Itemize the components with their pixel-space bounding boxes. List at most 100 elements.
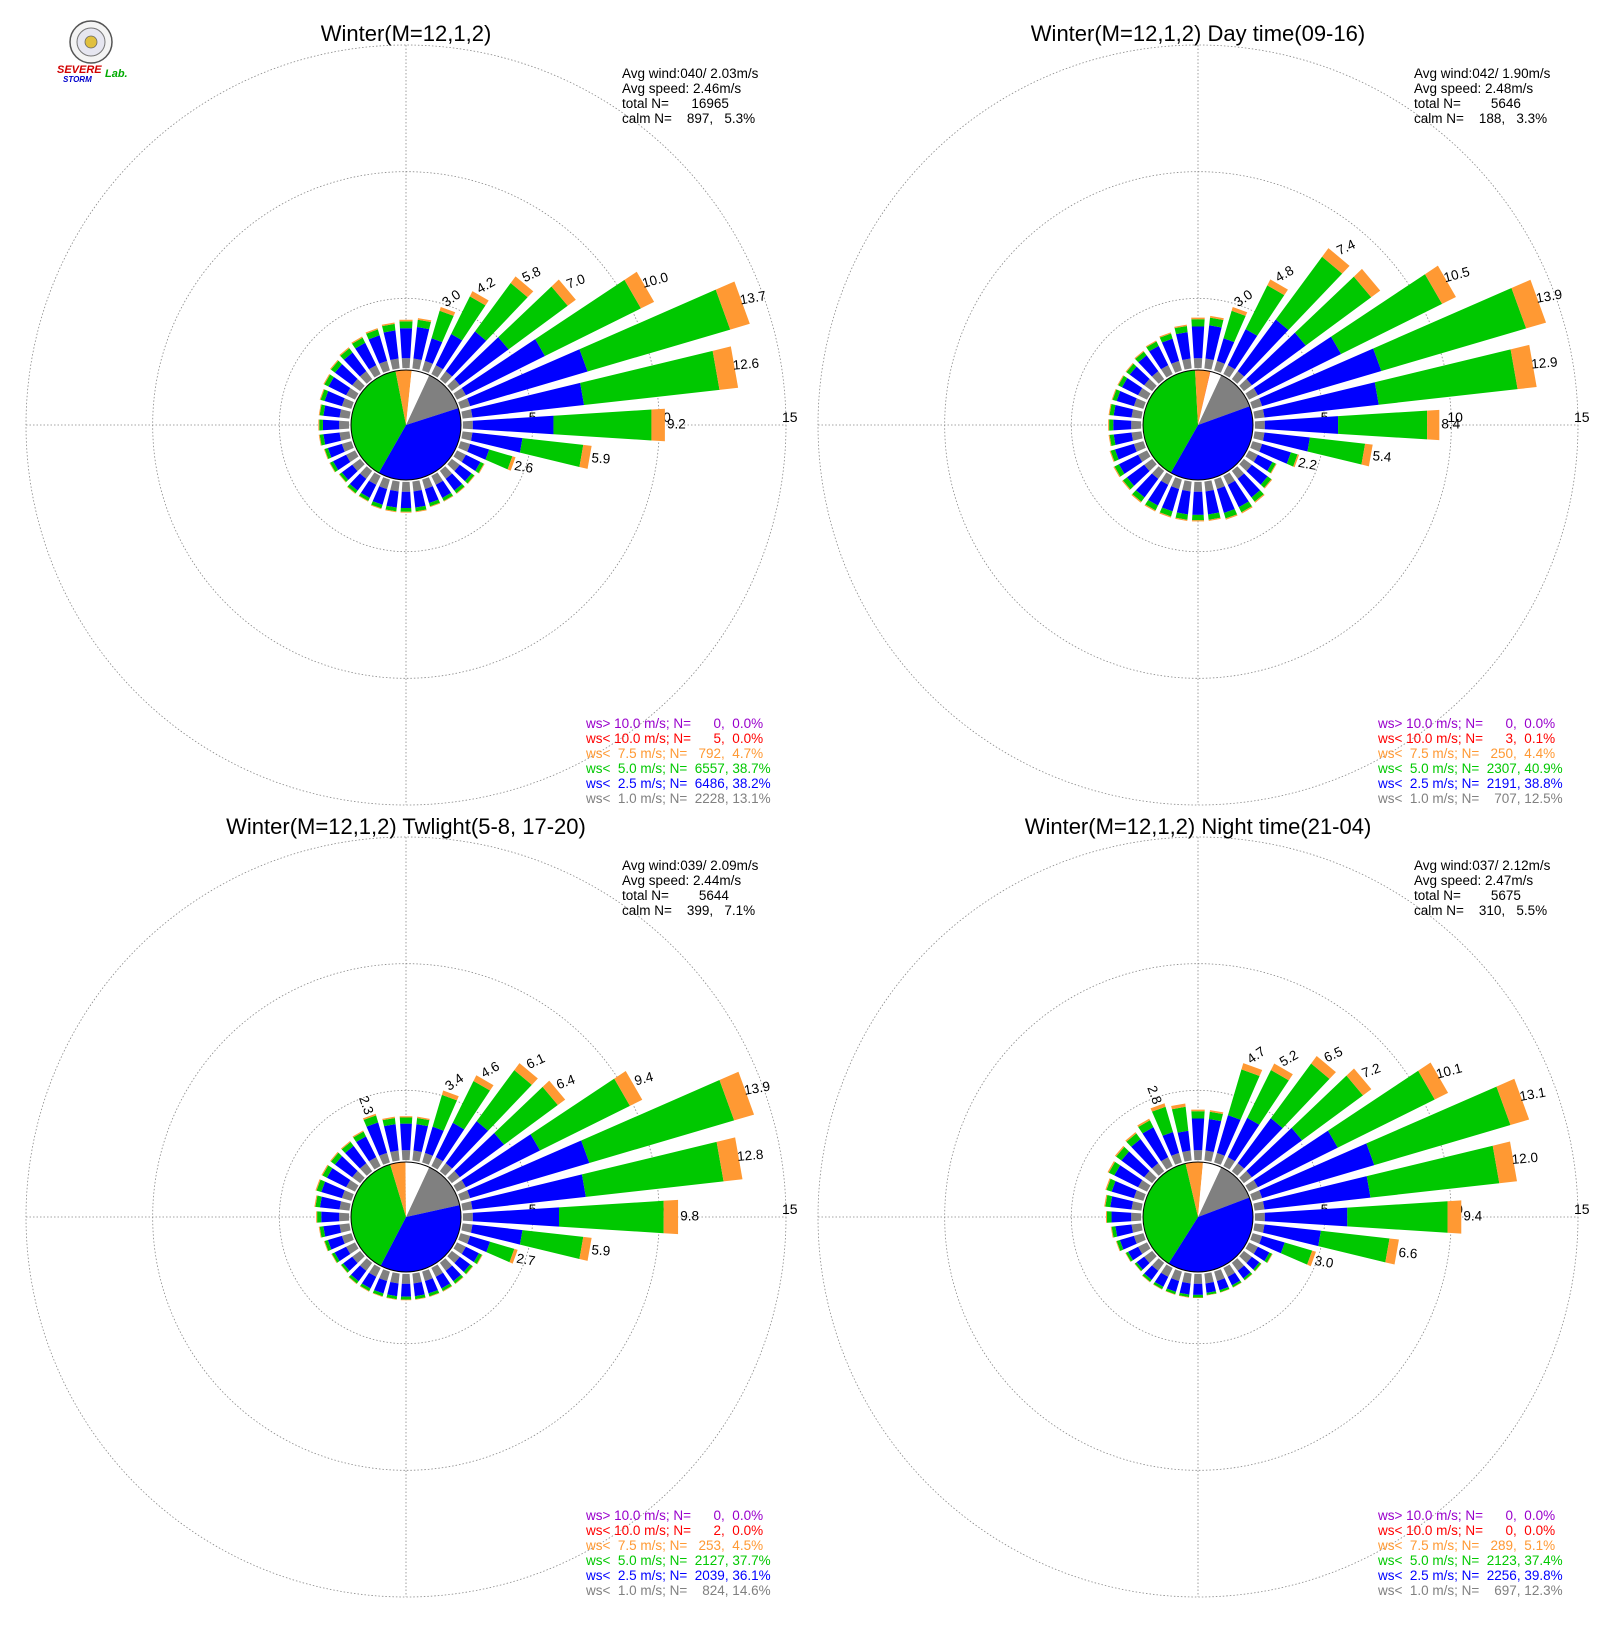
bar-segment-blue: [454, 464, 472, 482]
ring-label: 5: [529, 1201, 537, 1217]
bar-segment-green: [359, 492, 370, 502]
bar-segment-gray: [461, 431, 473, 441]
bar-segment-orange: [348, 1276, 357, 1285]
chart-title: Winter(M=12,1,2): [321, 21, 492, 46]
bar-segment-gray: [401, 1150, 411, 1161]
bar-segment-green: [1251, 490, 1264, 502]
bar-segment-green: [1126, 1133, 1141, 1147]
bar-segment-orange: [1110, 1226, 1114, 1238]
bar-segment-green: [476, 1070, 532, 1131]
bar-segment-blue: [1191, 1118, 1205, 1151]
bar-segment-gray: [339, 1201, 351, 1211]
bar-segment-gray: [1254, 1212, 1265, 1222]
bar-segment-green: [1125, 1251, 1133, 1262]
bar-segment-orange: [1108, 403, 1112, 416]
bar-segment-gray: [412, 358, 422, 370]
bar-segment-blue: [1264, 416, 1339, 434]
bar-segment-blue: [324, 391, 345, 407]
stat-calm-n: calm N= 399, 7.1%: [622, 903, 755, 918]
bar-segment-blue: [445, 1265, 462, 1282]
bar-segment-blue: [374, 1278, 388, 1294]
bar-segment-gray: [339, 1223, 351, 1233]
bar-segment-gray: [1133, 441, 1146, 452]
bar-segment-blue: [345, 1145, 367, 1169]
bar-segment-orange: [1105, 1178, 1111, 1191]
bar-segment-orange: [442, 1285, 453, 1292]
bar-segment-blue: [355, 342, 377, 370]
bar-segment-gray: [1131, 409, 1143, 419]
bar-segment-orange: [316, 1211, 318, 1223]
bar-segment-orange: [1191, 520, 1205, 522]
bar-segment-green: [1126, 363, 1137, 375]
legend-entry-red: ws< 10.0 m/s; N= 5, 0.0%: [585, 731, 763, 746]
bar-segment-blue: [1193, 1283, 1203, 1295]
bar-segment-orange: [1307, 1250, 1316, 1267]
bar-segment-blue: [1259, 1235, 1285, 1254]
bar-segment-green: [1159, 333, 1173, 343]
bar-segment-gray: [1214, 1152, 1225, 1165]
pie-slice-green: [350, 371, 406, 473]
bar-segment-gray: [1250, 441, 1263, 452]
direction-label: 5.9: [591, 450, 611, 467]
bar-segment-blue: [1114, 1165, 1143, 1188]
bar-segment-gray: [1239, 378, 1252, 392]
bar-segment-green: [399, 321, 413, 329]
direction-label: 12.6: [732, 356, 759, 373]
bar-segment-green: [441, 1283, 452, 1292]
bar-segment-green: [494, 1086, 558, 1145]
bar-segment-green: [1145, 500, 1158, 511]
bar-segment-green: [1192, 1294, 1204, 1298]
bar-segment-green: [416, 319, 431, 330]
chart-title: Winter(M=12,1,2) Night time(21-04): [1025, 814, 1372, 839]
bar-segment-orange: [400, 511, 412, 513]
wind-rose-panel-2: 5 10 15 3.0 4.8 7.4 10.5 13.9 12.9 8.4 5.4 2.2 Winte…: [817, 21, 1590, 806]
direction-label: 10.0: [641, 269, 670, 290]
bar-segment-green: [473, 1253, 483, 1264]
bar-segment-blue: [343, 1256, 358, 1271]
bar-segment-blue: [1176, 490, 1191, 515]
bar-segment-gray: [1254, 420, 1265, 430]
legend-entry-green: ws< 5.0 m/s; N= 2123, 37.4%: [1377, 1553, 1563, 1568]
bar-segment-orange: [429, 502, 441, 508]
bar-segment-green: [340, 348, 353, 360]
bar-segment-green: [1109, 404, 1116, 416]
bar-segment-orange: [1492, 1141, 1517, 1184]
bar-segment-orange: [370, 504, 382, 510]
bar-segment-orange: [1361, 443, 1373, 467]
bar-segment-gray: [1171, 1269, 1182, 1282]
bar-segment-orange: [318, 434, 322, 446]
direction-label: 4.6: [478, 1058, 502, 1080]
bar-segment-orange: [365, 328, 378, 334]
bar-segment-blue: [471, 1224, 523, 1245]
bar-segment-orange: [351, 336, 363, 344]
bar-segment-gray: [1231, 1163, 1245, 1176]
bar-segment-gray: [458, 441, 471, 452]
bar-segment-gray: [379, 360, 390, 373]
center-pie: [350, 1161, 462, 1273]
direction-label: 3.4: [442, 1070, 466, 1093]
bar-segment-gray: [1171, 477, 1182, 490]
bar-segment-blue: [1110, 1196, 1133, 1210]
bar-segment-gray: [1239, 1170, 1252, 1184]
bar-segment-green: [1122, 477, 1135, 490]
bar-segment-green: [530, 1078, 630, 1151]
bar-segment-blue: [356, 1136, 377, 1162]
bar-segment-gray: [1214, 477, 1225, 490]
bar-segment-orange: [1191, 317, 1205, 320]
bar-segment-orange: [1125, 362, 1134, 373]
bar-segment-blue: [368, 335, 388, 364]
bar-segment-orange: [323, 448, 329, 460]
bar-segment-blue: [327, 1235, 345, 1250]
bar-segment-gray: [412, 1150, 422, 1162]
bar-segment-blue: [1162, 1131, 1180, 1156]
legend-entry-purple: ws> 10.0 m/s; N= 0, 0.0%: [585, 716, 763, 731]
pie-slice-blue: [380, 1205, 461, 1273]
bar-segment-gray: [1182, 358, 1192, 370]
bar-segment-blue: [413, 1124, 428, 1152]
bar-segment-green: [1264, 1252, 1273, 1263]
bar-segment-orange: [1241, 506, 1253, 514]
bar-segment-green: [330, 1152, 343, 1165]
bar-segment-green: [1231, 1280, 1242, 1288]
legend: ws> 10.0 m/s; N= 0, 0.0%ws< 10.0 m/s; N=…: [1377, 716, 1563, 806]
bar-segment-orange: [382, 1116, 395, 1121]
